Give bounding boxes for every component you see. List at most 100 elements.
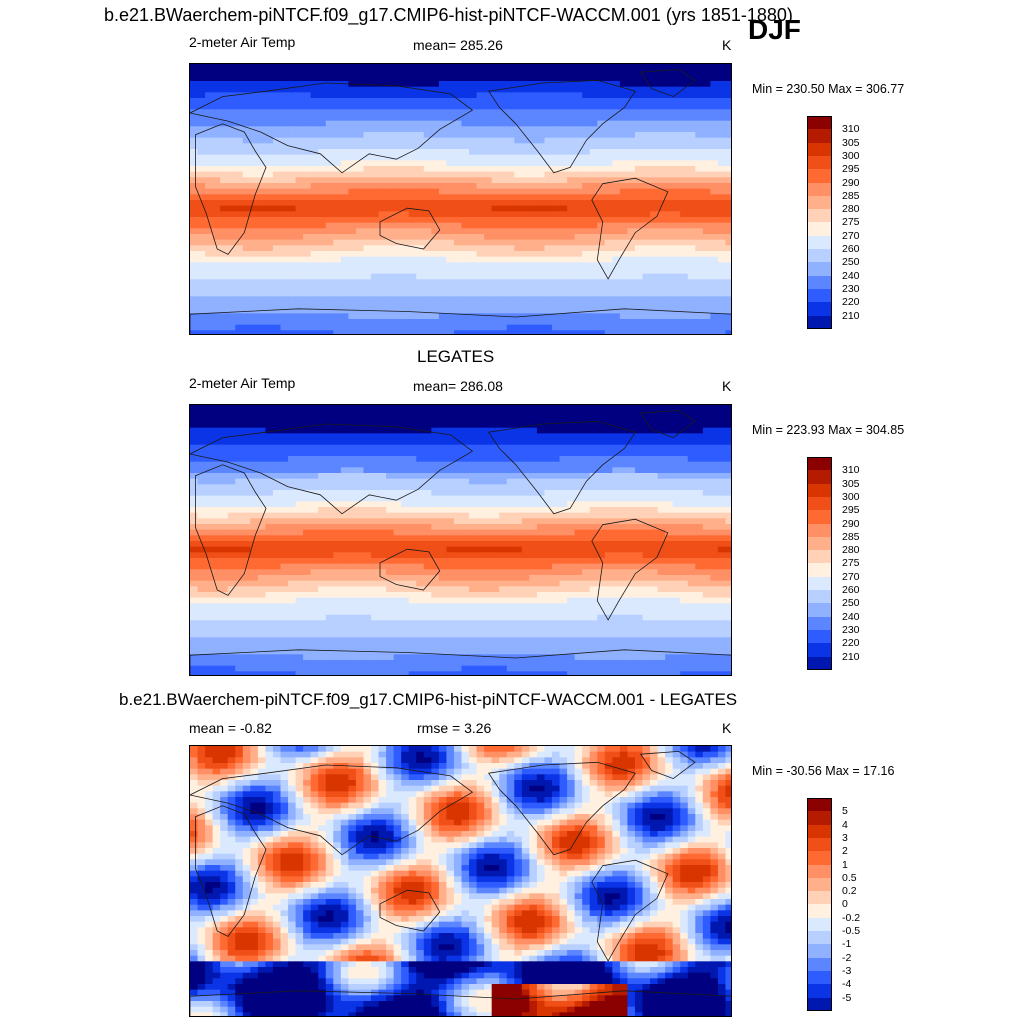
map-cell [499, 239, 508, 246]
map-cell [348, 507, 357, 514]
map-cell [619, 495, 629, 502]
map-cell [348, 149, 357, 156]
map-cell [408, 75, 417, 82]
map-cell [235, 330, 244, 334]
map-cell [205, 75, 214, 82]
map-cell [687, 279, 696, 286]
map-cell [680, 484, 689, 491]
map-cell [476, 228, 485, 235]
map-cell [702, 405, 711, 412]
map-cell [220, 307, 229, 314]
map-cell [529, 262, 538, 269]
map-cell [574, 307, 583, 314]
map-cell [386, 228, 395, 235]
map-cell [423, 64, 432, 71]
map-cell [205, 92, 214, 99]
map-cell [288, 507, 297, 514]
map-cell [536, 444, 546, 451]
map-cell [484, 427, 493, 434]
map-cell [484, 444, 493, 451]
map-cell [303, 228, 312, 235]
map-cell [687, 313, 696, 320]
map-cell [205, 484, 214, 491]
map-cell [559, 143, 568, 150]
map-cell [567, 302, 576, 309]
map-cell [393, 160, 402, 167]
map-cell [476, 439, 485, 446]
map-cell [303, 279, 312, 286]
map-cell [687, 143, 696, 150]
map-cell [544, 473, 553, 480]
map-cell [190, 160, 199, 167]
map-cell [710, 427, 719, 434]
map-cell [408, 200, 417, 207]
map-cell [717, 256, 727, 263]
map-cell [544, 495, 553, 502]
map-cell [265, 166, 274, 173]
map-cell [453, 217, 463, 224]
map-cell [574, 410, 583, 417]
map-cell [469, 461, 478, 468]
map-cell [612, 427, 621, 434]
map-cell [604, 456, 613, 463]
map-cell [514, 490, 523, 497]
map-cell [386, 251, 395, 258]
map-cell [619, 456, 629, 463]
map-cell [235, 268, 244, 275]
map-cell [355, 512, 365, 519]
map-cell [567, 149, 576, 156]
map-cell [484, 160, 493, 167]
map-cell [672, 81, 681, 88]
map-cell [710, 126, 719, 133]
map-cell [521, 302, 530, 309]
map-cell [604, 154, 613, 161]
map-cell [295, 467, 304, 474]
map-cell [333, 211, 342, 218]
map-cell [499, 456, 508, 463]
map-cell [650, 126, 659, 133]
map-cell [371, 115, 380, 122]
map-cell [401, 245, 410, 252]
map-cell [604, 313, 613, 320]
map-cell [318, 518, 327, 525]
map-cell [642, 86, 651, 93]
map-cell [506, 205, 515, 212]
map-cell [348, 245, 357, 252]
map-cell [506, 200, 515, 207]
map-cell [627, 137, 636, 144]
map-cell [431, 456, 440, 463]
map-cell [242, 75, 251, 82]
map-cell [491, 268, 500, 275]
map-cell [446, 126, 455, 133]
map-cell [574, 92, 583, 99]
map-cell [190, 126, 199, 133]
map-cell [657, 495, 666, 502]
map-cell [393, 439, 402, 446]
map-cell [446, 183, 455, 190]
map-cell [574, 177, 583, 184]
map-cell [687, 228, 696, 235]
map-cell [597, 422, 606, 429]
map-cell [242, 103, 251, 110]
map-cell [461, 115, 470, 122]
map-cell [197, 461, 206, 468]
map-cell [544, 439, 553, 446]
map-cell [559, 228, 568, 235]
map-cell [190, 69, 199, 76]
map-cell [197, 251, 206, 258]
map-cell [529, 302, 538, 309]
map-cell [363, 433, 372, 440]
map-cell [597, 410, 606, 417]
map-cell [695, 194, 704, 201]
map-cell [431, 495, 440, 502]
map-cell [310, 177, 319, 184]
map-cell [318, 86, 327, 93]
map-cell [220, 296, 229, 303]
map-cell [371, 285, 380, 292]
map-cell [589, 444, 598, 451]
map-cell [612, 109, 621, 116]
map-cell [536, 137, 546, 144]
map-cell [619, 512, 629, 519]
map-cell [355, 473, 365, 480]
map-cell [680, 239, 689, 246]
